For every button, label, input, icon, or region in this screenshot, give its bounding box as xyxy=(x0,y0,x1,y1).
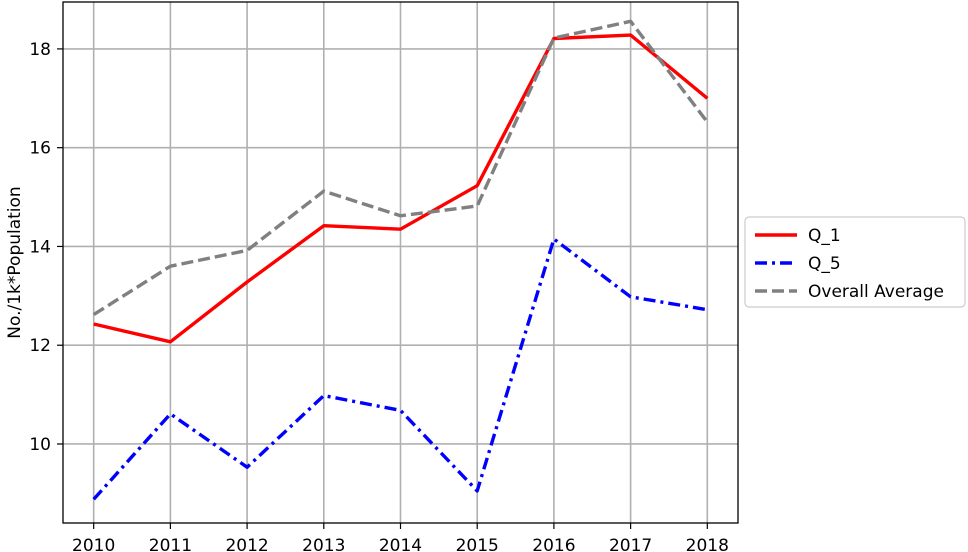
x-tick-label: 2010 xyxy=(72,536,115,552)
legend: Q_1 Q_5 Overall Average xyxy=(744,216,966,308)
legend-label: Q_5 xyxy=(808,254,841,274)
x-tick-label: 2016 xyxy=(532,536,575,552)
x-tick-label: 2011 xyxy=(149,536,192,552)
x-tick-label: 2013 xyxy=(302,536,345,552)
legend-box xyxy=(744,216,966,308)
y-tick-label: 10 xyxy=(29,435,51,455)
x-tick-label: 2015 xyxy=(456,536,499,552)
x-tick-label: 2012 xyxy=(225,536,268,552)
y-tick-label: 14 xyxy=(29,237,51,257)
legend-label: Overall Average xyxy=(808,282,944,302)
legend-label: Q_1 xyxy=(808,226,841,246)
y-axis-title: No./1k*Population xyxy=(5,186,25,338)
series-line-1 xyxy=(92,237,708,501)
x-tick-label: 2017 xyxy=(609,536,652,552)
series-lines xyxy=(92,19,709,501)
x-tick-label: 2018 xyxy=(686,536,729,552)
y-tick-label: 16 xyxy=(29,139,51,159)
grid-lines xyxy=(63,2,738,523)
series-line-2 xyxy=(92,19,709,317)
series-line-0 xyxy=(93,33,709,344)
y-tick-label: 18 xyxy=(29,40,51,60)
axis-ticks: 2010 2011 2012 2013 2014 2015 2016 2017 2018 10 12… xyxy=(29,40,729,552)
x-tick-label: 2014 xyxy=(379,536,422,552)
y-tick-label: 12 xyxy=(29,336,51,356)
